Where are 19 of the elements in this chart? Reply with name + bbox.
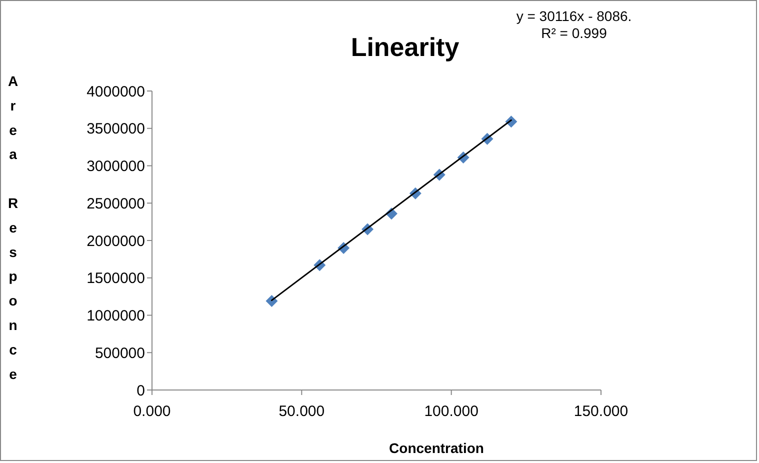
- x-tick-label: 0.000: [133, 403, 171, 420]
- chart-title: Linearity: [350, 32, 460, 62]
- y-tick-label: 0: [136, 382, 145, 400]
- text: y = 30116x - 8086.: [516, 8, 632, 24]
- y-tick-label: 3000000: [86, 158, 145, 175]
- y-tick-label: 4000000: [86, 83, 145, 100]
- x-tick-label: 50.000: [278, 403, 325, 420]
- y-tick-label: 1000000: [86, 308, 145, 324]
- y-tick-label: 3500000: [86, 120, 145, 138]
- y-tick-label: 500000: [94, 344, 145, 362]
- text: Area Responce: [8, 73, 18, 382]
- y-tick-label: 2500000: [86, 195, 145, 212]
- x-tick-label: 100.000: [424, 403, 478, 420]
- x-axis-title: Concentration: [389, 440, 484, 456]
- y-tick-label: 2000000: [86, 232, 145, 250]
- point: [266, 295, 278, 308]
- text: R² = 0.999: [541, 25, 608, 41]
- x-tick-label: 150.000: [574, 403, 628, 420]
- y-tick-label: 1500000: [86, 270, 145, 288]
